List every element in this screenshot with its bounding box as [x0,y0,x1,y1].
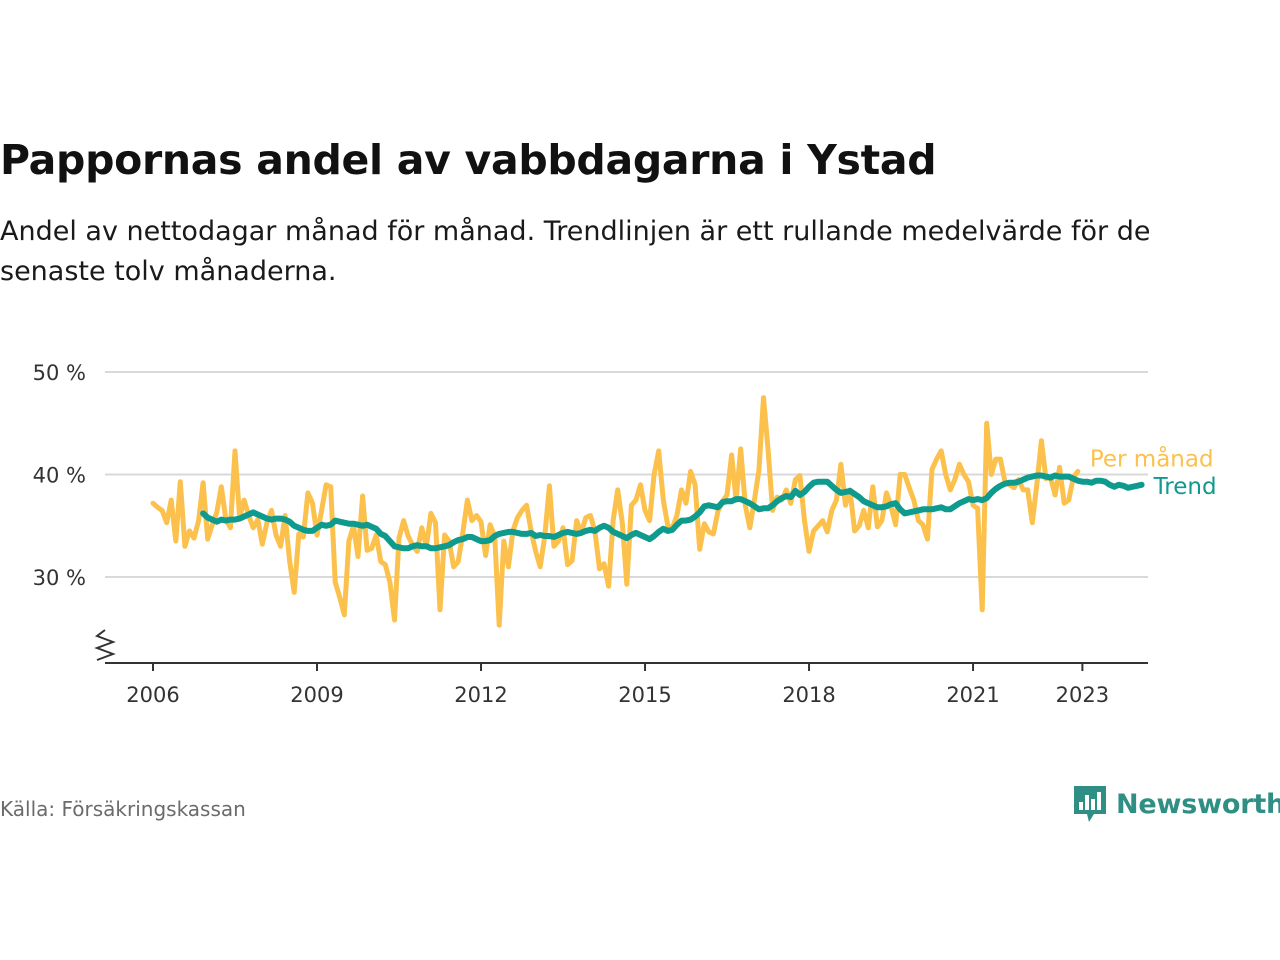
series-label-trend: Trend [1153,474,1217,500]
x-tick-label: 2015 [618,683,671,707]
y-tick-label: 30 % [33,566,86,590]
x-tick-label: 2018 [782,683,835,707]
x-tick-label: 2006 [126,683,179,707]
series-line-trend [200,472,1145,552]
y-tick-label: 50 % [33,361,86,385]
brand-name: Newsworthy [1116,788,1280,820]
chart-title: Pappornas andel av vabbdagarna i Ystad [0,136,937,184]
axis-break-icon [94,629,116,661]
brand-logo: Newsworthy [1072,784,1280,824]
x-tick-label: 2021 [946,683,999,707]
y-tick-label: 40 % [33,464,86,488]
axes: 30 % 40 % 50 % 2006 2009 2012 2015 2018 2021 2023 [33,361,1148,707]
line-chart: 30 % 40 % 50 % 2006 2009 2012 2015 2018 2021 2023… [33,361,1217,707]
x-tick-label: 2009 [290,683,343,707]
chart-subtitle: Andel av nettodagar månad för månad. Tre… [0,216,1151,287]
series [150,395,1145,628]
x-tick-label: 2012 [454,683,507,707]
source-note: Källa: Försäkringskassan [0,797,246,821]
x-tick-label: 2023 [1056,683,1109,707]
newsworthy-logo-icon [1074,786,1106,822]
series-line-monthly [150,395,1081,628]
series-label-monthly: Per månad [1090,444,1214,472]
